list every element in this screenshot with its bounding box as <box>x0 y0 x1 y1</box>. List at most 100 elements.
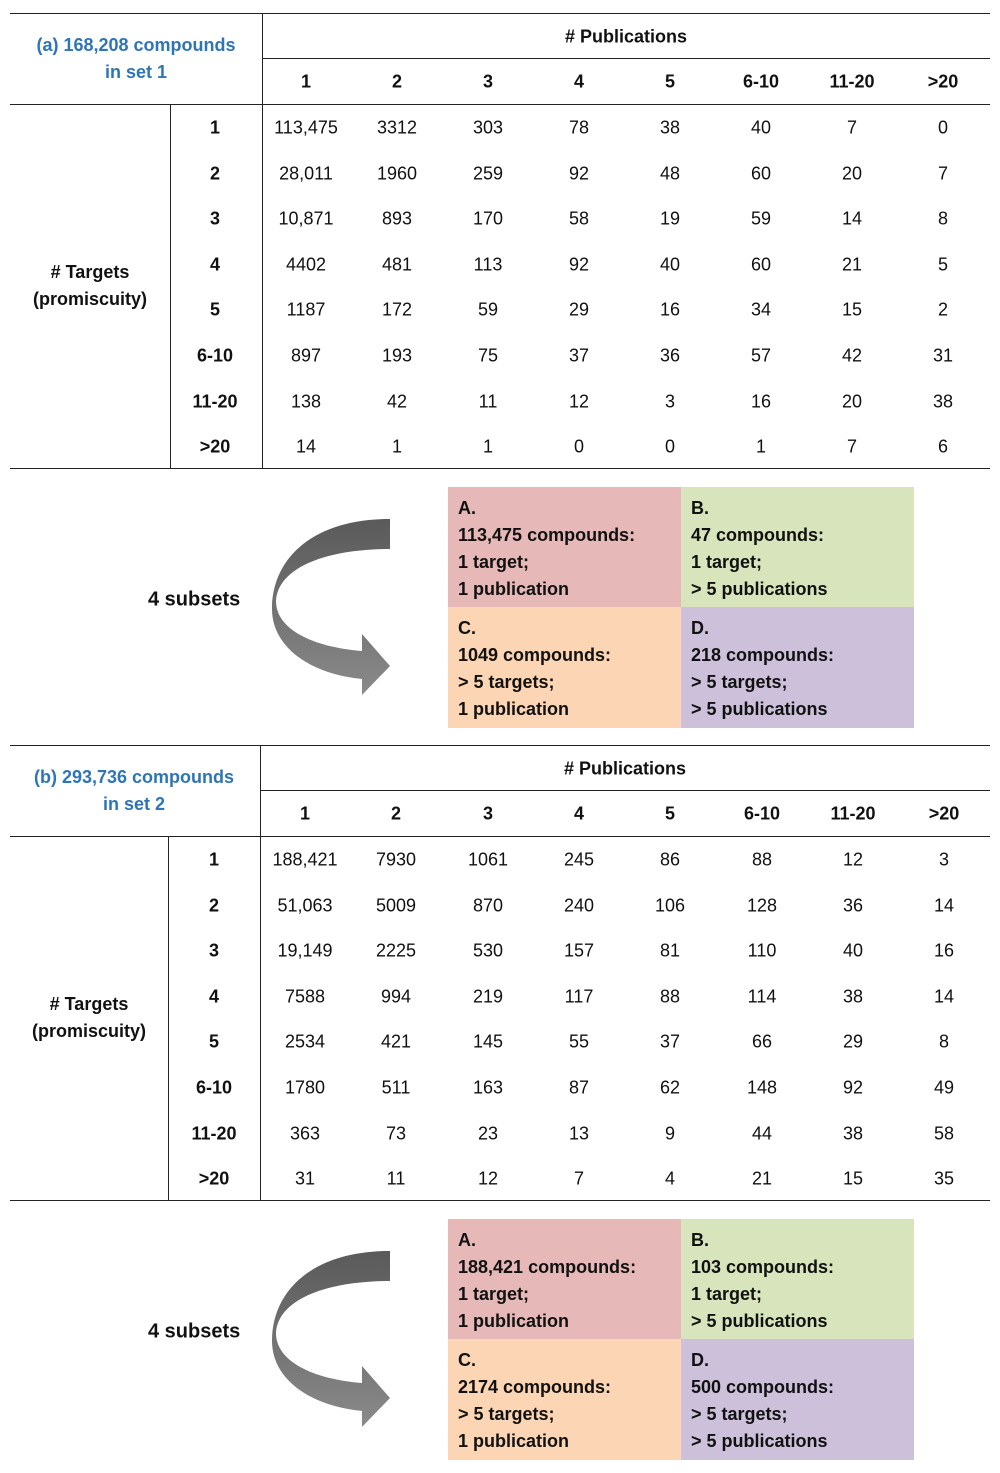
table-cell: 12 <box>842 849 864 870</box>
table-cell: 138 <box>290 391 322 412</box>
table-cell: 3312 <box>376 117 418 138</box>
table-cell: 110 <box>747 940 777 961</box>
table-cell: 87 <box>568 1077 590 1098</box>
title-line-1: (b) 293,736 compounds <box>33 767 235 787</box>
subset-line: 1 publication <box>458 699 570 719</box>
table-cell: 145 <box>472 1031 504 1052</box>
row-header: 5 <box>208 1031 220 1052</box>
table-cell: 0 <box>573 436 585 457</box>
table-cell: 4 <box>664 1168 676 1189</box>
table-cell: 81 <box>659 940 681 961</box>
table-cell: 13 <box>568 1123 590 1144</box>
table-cell: 2225 <box>375 940 417 961</box>
table-cell: 88 <box>659 986 681 1007</box>
publications-header: # Publications <box>563 758 687 779</box>
table-cell: 1 <box>482 436 494 457</box>
subset-line: 218 compounds: <box>691 645 835 665</box>
curved-arrow-icon <box>272 519 392 695</box>
subset-line: B. <box>691 498 709 518</box>
table-cell: 14 <box>933 986 955 1007</box>
row-header: >20 <box>199 436 231 457</box>
table-cell: 172 <box>381 299 413 320</box>
table-cell: 60 <box>750 254 772 275</box>
table-cell: 23 <box>477 1123 499 1144</box>
subset-line: 113,475 compounds: <box>458 525 636 545</box>
row-header: 3 <box>208 940 220 961</box>
row-header: 11-20 <box>191 1123 237 1144</box>
table-cell: 55 <box>568 1031 590 1052</box>
table-cell: 49 <box>933 1077 955 1098</box>
subset-line: 188,421 compounds: <box>458 1257 637 1277</box>
divider-vertical-rowlabels <box>168 836 169 1201</box>
table-cell: 31 <box>294 1168 316 1189</box>
table-cell: 75 <box>477 345 499 366</box>
column-header: 1 <box>300 71 312 92</box>
column-header: 4 <box>573 803 585 824</box>
subset-box-d: D. 500 compounds: > 5 targets; > 5 publicat… <box>681 1339 914 1460</box>
subset-line: 1 target; <box>458 1284 530 1304</box>
table-cell: 511 <box>381 1077 411 1098</box>
table-cell: 92 <box>568 254 590 275</box>
table-cell: 1187 <box>286 299 326 320</box>
table-cell: 7930 <box>375 849 417 870</box>
targets-line-2: (promiscuity) <box>31 1021 146 1041</box>
divider-top <box>10 13 990 14</box>
divider-top <box>10 745 990 746</box>
subset-box-c: C. 2174 compounds: > 5 targets; 1 publicati… <box>448 1339 681 1460</box>
subsets-label: 4 subsets <box>148 588 241 611</box>
column-header: >20 <box>928 803 960 824</box>
table-cell: 128 <box>746 895 778 916</box>
table-cell: 7 <box>846 117 858 138</box>
column-header: 6-10 <box>742 71 780 92</box>
table-cell: 303 <box>472 117 504 138</box>
table-cell: 11 <box>478 391 498 412</box>
divider-bottom <box>10 468 990 469</box>
table-cell: 170 <box>472 208 504 229</box>
table-cell: 1 <box>755 436 767 457</box>
divider-pub-header <box>262 58 990 59</box>
table-cell: 157 <box>563 940 595 961</box>
table-cell: 14 <box>841 208 863 229</box>
row-header: 6-10 <box>195 1077 233 1098</box>
table-section-b: (b) 293,736 compounds in set 2 # Publicati… <box>0 745 1000 1465</box>
table-cell: 188,421 <box>272 849 338 870</box>
divider-vertical-rowlabels <box>170 104 171 469</box>
table-cell: 29 <box>568 299 590 320</box>
subset-line: 500 compounds: <box>691 1377 835 1397</box>
table-cell: 44 <box>751 1123 773 1144</box>
table-cell: 37 <box>659 1031 681 1052</box>
table-cell: 59 <box>477 299 499 320</box>
table-cell: 51,063 <box>277 895 333 916</box>
table-cell: 8 <box>937 208 949 229</box>
subset-line: > 5 targets; <box>458 1404 555 1424</box>
table-cell: 1 <box>391 436 403 457</box>
table-cell: 240 <box>563 895 595 916</box>
subset-line: D. <box>691 1350 709 1370</box>
title-line-2: in set 1 <box>104 62 168 82</box>
table-cell: 29 <box>842 1031 864 1052</box>
table-cell: 114 <box>747 986 777 1007</box>
table-cell: 14 <box>295 436 317 457</box>
row-header: 2 <box>208 895 220 916</box>
table-cell: 6 <box>937 436 949 457</box>
table-cell: 163 <box>472 1077 504 1098</box>
divider-vertical-main <box>262 13 263 469</box>
table-cell: 35 <box>933 1168 955 1189</box>
row-header: 4 <box>208 986 220 1007</box>
subset-box-a: A. 188,421 compounds: 1 target; 1 publicati… <box>448 1219 681 1340</box>
title-line-2: in set 2 <box>102 794 166 814</box>
subset-line: B. <box>691 1230 709 1250</box>
targets-line-1: # Targets <box>49 994 129 1014</box>
table-cell: 7 <box>846 436 858 457</box>
table-cell: 38 <box>842 986 864 1007</box>
table-title: (b) 293,736 compounds in set 2 <box>10 764 258 818</box>
table-cell: 5 <box>937 254 949 275</box>
column-header: 3 <box>482 803 494 824</box>
column-header: 4 <box>573 71 585 92</box>
table-cell: 58 <box>568 208 590 229</box>
subset-box-b: B. 47 compounds: 1 target; > 5 publications <box>681 487 914 608</box>
subset-line: D. <box>691 618 709 638</box>
column-header: 11-20 <box>830 803 876 824</box>
divider-vertical-main <box>260 745 261 1201</box>
table-cell: 219 <box>472 986 504 1007</box>
